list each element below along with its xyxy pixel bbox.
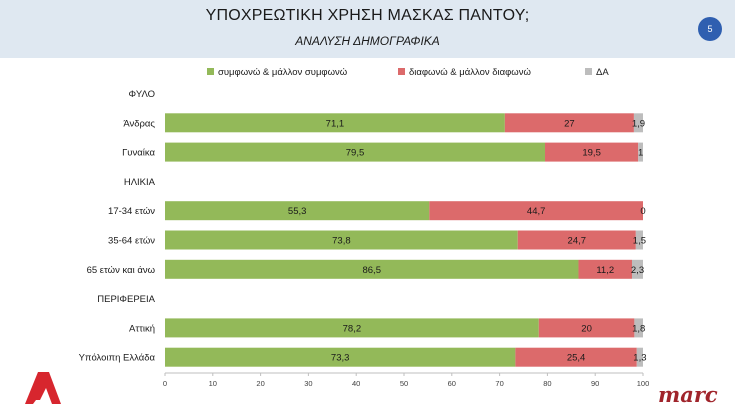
marc-logo: marc	[658, 382, 718, 407]
data-label: 25,4	[567, 353, 586, 364]
category-label: ΗΛΙΚΙΑ	[124, 177, 156, 188]
page-number-badge: 5	[698, 17, 722, 41]
category-label: ΦΥΛΟ	[129, 89, 155, 100]
bar-segment	[165, 142, 546, 162]
page-subtitle: ΑΝΑΛΥΣΗ ΔΗΜΟΓΡΑΦΙΚΑ	[295, 34, 440, 48]
bar-segment	[635, 230, 643, 250]
bar-segment	[504, 113, 634, 133]
data-label: 0	[640, 206, 645, 217]
x-tick-label: 60	[448, 379, 456, 388]
data-label: 1,3	[633, 353, 646, 364]
data-label: 1,9	[632, 118, 645, 129]
category-label: Αττική	[129, 323, 155, 334]
page-title: ΥΠΟΧΡΕΩΤΙΚΗ ΧΡΗΣΗ ΜΑΣΚΑΣ ΠΑΝΤΟΥ;	[205, 7, 530, 24]
data-label: 1,5	[633, 236, 646, 247]
bar-segment	[165, 201, 430, 221]
category-label: 17-34 ετών	[108, 206, 155, 217]
x-tick-label: 70	[495, 379, 503, 388]
legend-label: συμφωνώ & μάλλον συμφωνώ	[218, 67, 348, 78]
x-tick-label: 10	[209, 379, 217, 388]
category-label: 35-64 ετών	[108, 236, 155, 247]
x-tick-label: 90	[591, 379, 599, 388]
data-label: 55,3	[288, 206, 307, 217]
bar-segment	[165, 347, 516, 367]
category-label: Άνδρας	[123, 118, 155, 129]
bar-segment	[165, 113, 505, 133]
bar-segment	[165, 230, 518, 250]
category-label: ΠΕΡΙΦΕΡΕΙΑ	[97, 294, 155, 305]
bar-segment	[636, 347, 643, 367]
data-label: 73,3	[331, 353, 350, 364]
legend-label: ΔΑ	[596, 67, 609, 78]
data-label: 27	[564, 118, 575, 129]
data-label: 86,5	[362, 265, 381, 276]
data-label: 78,2	[343, 323, 362, 334]
header-band: ΥΠΟΧΡΕΩΤΙΚΗ ΧΡΗΣΗ ΜΑΣΚΑΣ ΠΑΝΤΟΥ; ΑΝΑΛΥΣΗ…	[0, 0, 735, 58]
data-label: 1	[638, 148, 643, 159]
data-label: 1,8	[632, 323, 645, 334]
bar-segment	[517, 230, 636, 250]
x-tick-label: 30	[304, 379, 312, 388]
legend-label: διαφωνώ & μάλλον διαφωνώ	[409, 67, 531, 78]
bar-segment	[545, 142, 639, 162]
x-tick-label: 40	[352, 379, 360, 388]
legend-swatch	[398, 68, 405, 75]
x-tick-label: 100	[637, 379, 650, 388]
bar-segment	[429, 201, 643, 221]
bar-segment	[633, 113, 643, 133]
bar-segment	[578, 259, 633, 279]
bar-segment	[638, 142, 643, 162]
x-tick-label: 0	[163, 379, 167, 388]
data-label: 71,1	[326, 118, 345, 129]
data-label: 20	[581, 323, 592, 334]
bar-segment	[632, 259, 643, 279]
category-label: Υπόλοιπη Ελλάδα	[79, 353, 156, 364]
bar-segment	[165, 318, 539, 338]
x-tick-label: 80	[543, 379, 551, 388]
legend-swatch	[585, 68, 592, 75]
alpha-logo	[25, 372, 61, 404]
data-label: 2,3	[631, 265, 644, 276]
category-label: Γυναίκα	[122, 148, 155, 159]
data-label: 19,5	[582, 148, 601, 159]
x-tick-label: 50	[400, 379, 408, 388]
legend-swatch	[207, 68, 214, 75]
data-label: 24,7	[568, 236, 587, 247]
x-tick-label: 20	[256, 379, 264, 388]
bar-segment	[634, 318, 643, 338]
bar-segment	[515, 347, 637, 367]
data-label: 79,5	[346, 148, 365, 159]
bar-segment	[538, 318, 635, 338]
data-label: 73,8	[332, 236, 351, 247]
stacked-bar-chart: συμφωνώ & μάλλον συμφωνώ διαφωνώ & μάλλον…	[79, 67, 650, 388]
data-label: 11,2	[596, 265, 614, 276]
data-label: 44,7	[527, 206, 546, 217]
bar-segment	[165, 259, 579, 279]
category-label: 65 ετών και άνω	[87, 265, 156, 276]
